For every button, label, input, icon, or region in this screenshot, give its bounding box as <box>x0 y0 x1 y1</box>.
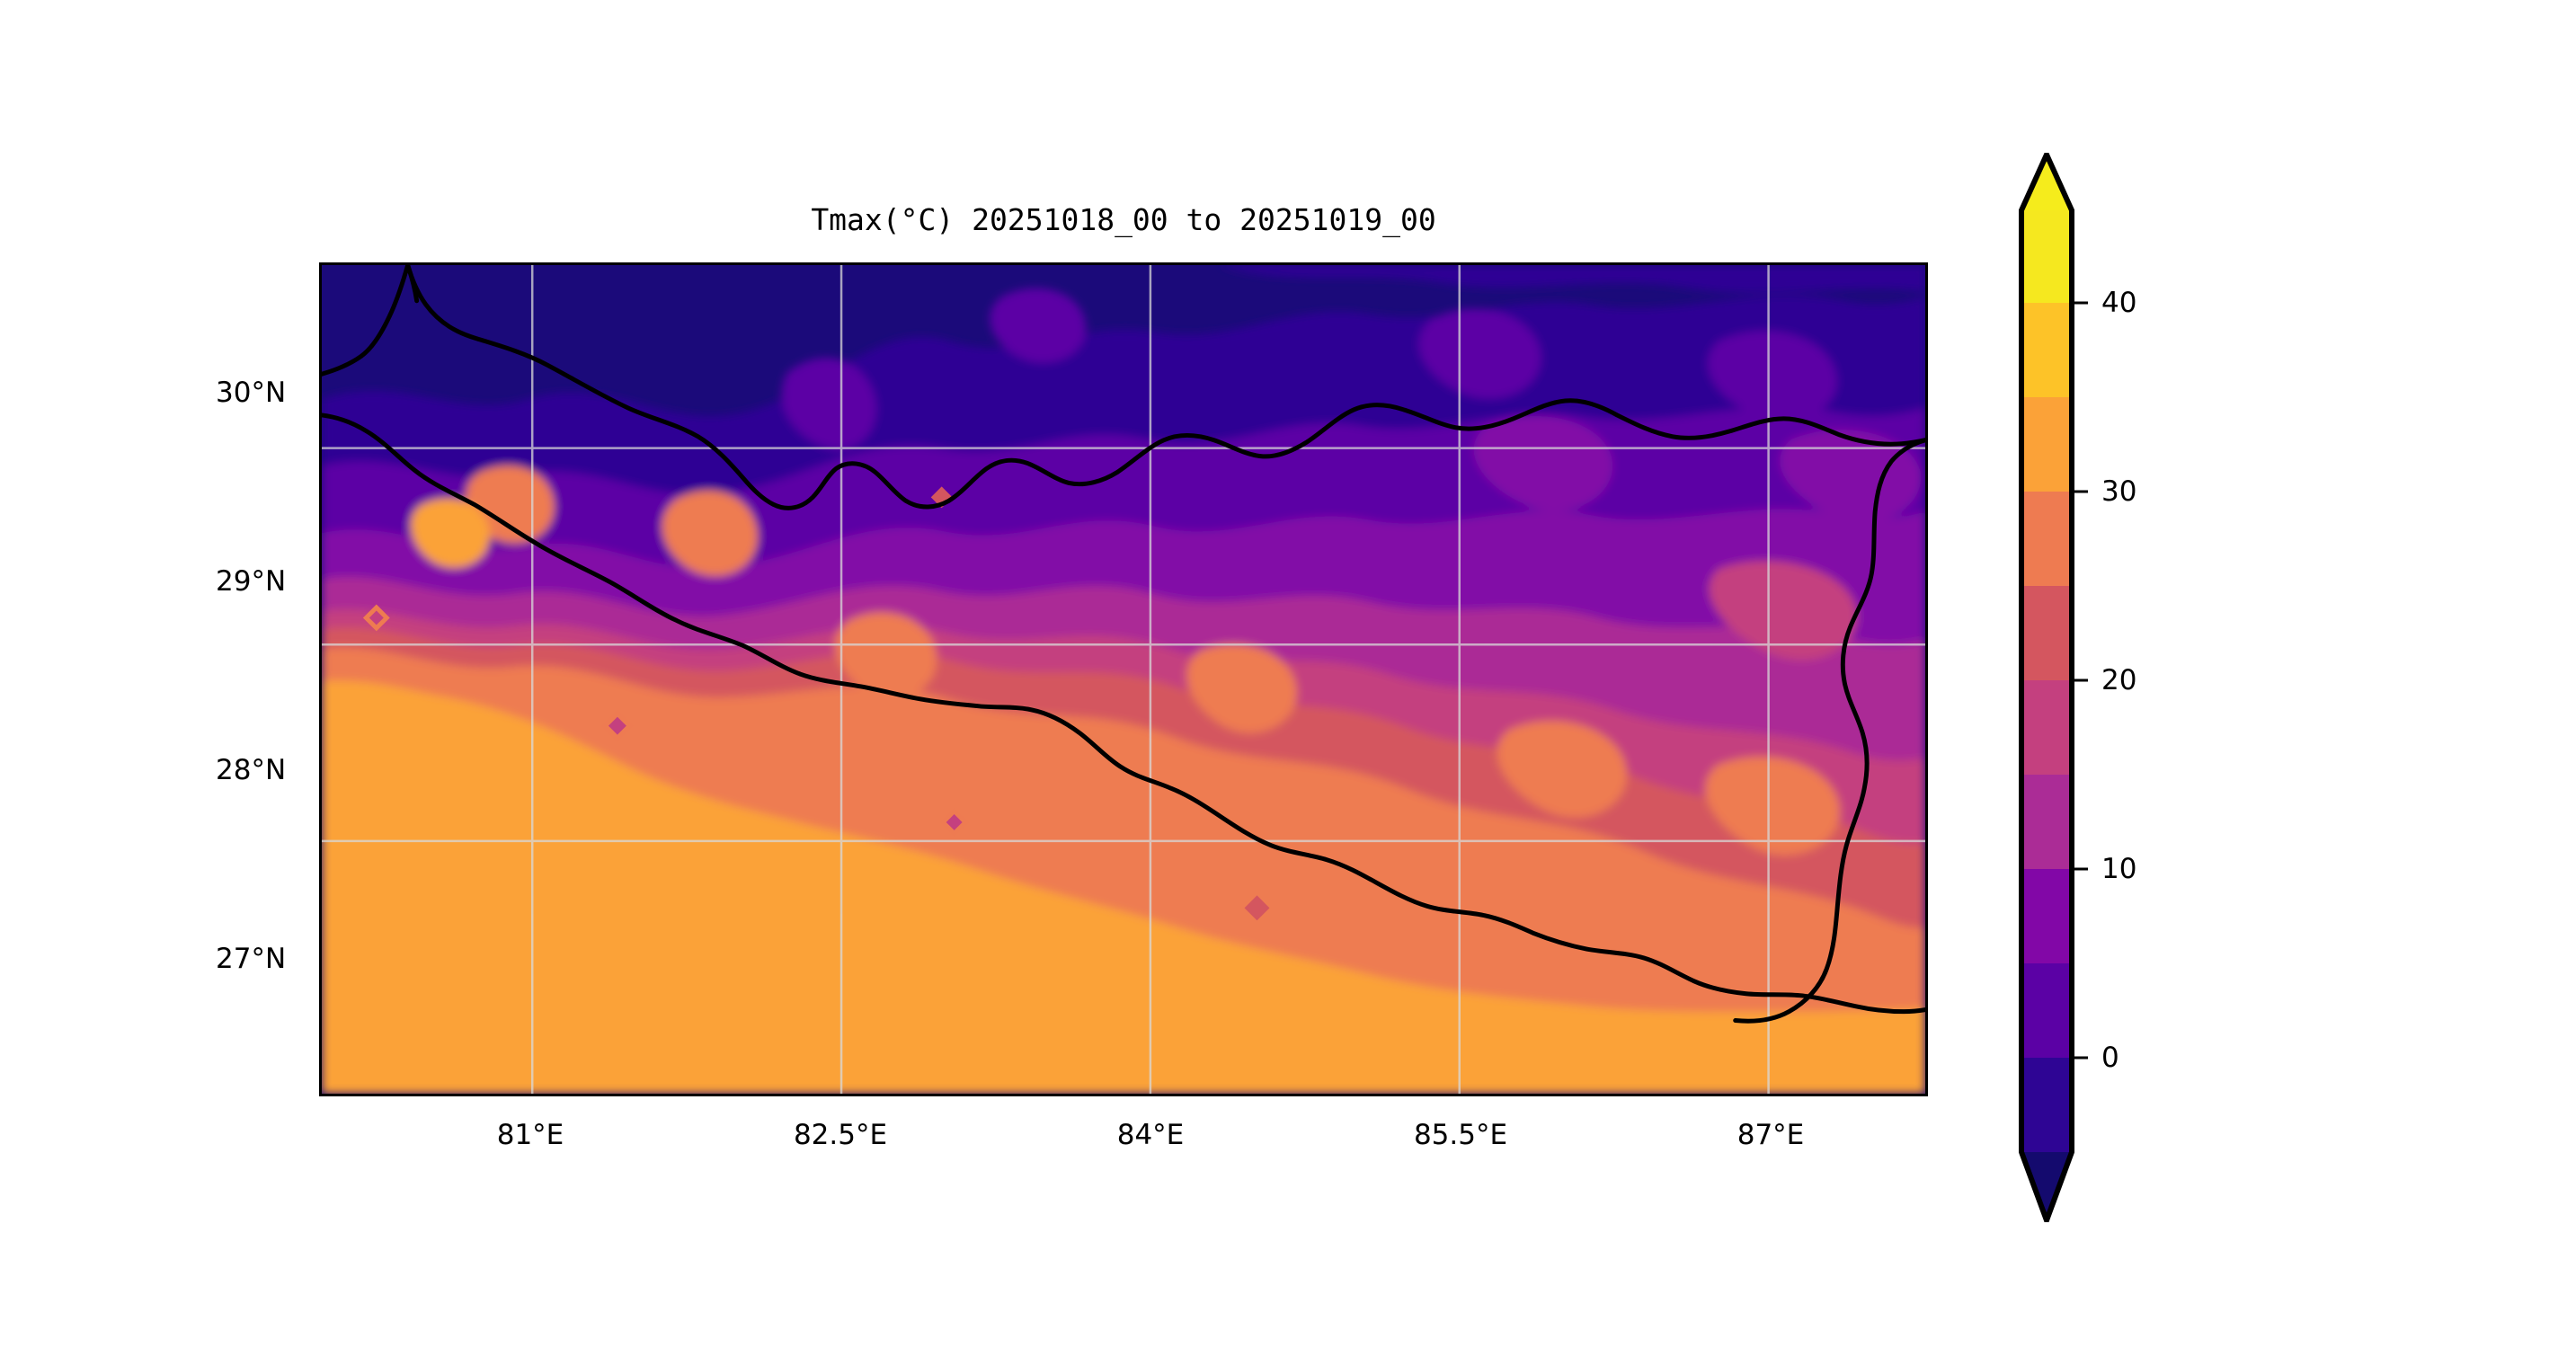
contour-patch-pink-ne <box>1709 561 1857 661</box>
contour-finger-north-1 <box>781 358 876 450</box>
contour-tongue-salmon-5 <box>1705 756 1841 856</box>
colorbar-gradient <box>2019 153 2074 1222</box>
cool-spot-marker <box>1244 895 1270 921</box>
contour-lobe-mag-1 <box>1473 415 1613 511</box>
cool-spot-markers <box>362 486 1270 921</box>
contour-pocket-orange-1 <box>411 498 490 568</box>
contour-band-0-5-b <box>1217 265 1925 294</box>
contour-band-35-40 <box>322 680 1925 1094</box>
xtick-label-81e: 81°E <box>496 1119 564 1151</box>
contour-tongue-salmon-4 <box>1497 721 1627 818</box>
cb-tickmark-0 <box>2073 1056 2088 1060</box>
map-plot-area <box>319 262 1928 1096</box>
xtick-label-87e: 87°E <box>1737 1119 1805 1151</box>
colorbar-arrow-bottom <box>2021 1152 2072 1220</box>
colorbar <box>2019 153 2074 1222</box>
temperature-contour-map <box>322 265 1925 1094</box>
colorbar-outline <box>2019 153 2074 1222</box>
cb-band-10-15 <box>2021 775 2072 869</box>
cb-tick-label-10: 10 <box>2101 853 2137 885</box>
contour-bands <box>322 265 1925 1094</box>
cb-tickmark-40 <box>2073 301 2088 305</box>
cb-tick-label-40: 40 <box>2101 287 2137 319</box>
contour-tongue-salmon-2 <box>835 612 937 699</box>
cb-band-minus5-0 <box>2021 1058 2072 1152</box>
cb-band-5-10 <box>2021 869 2072 963</box>
cb-band-30-35 <box>2021 397 2072 492</box>
title-line-1: Tmax(°C) 20251018_00 to 20251019_00 <box>811 202 1436 237</box>
contour-tongue-salmon-3 <box>1186 643 1297 733</box>
cb-band-40-45 <box>2021 210 2072 303</box>
map-gridlines <box>322 265 1925 1094</box>
ytick-label-30n: 30°N <box>216 377 287 409</box>
cb-tick-label-30: 30 <box>2101 475 2137 508</box>
nepal-border-line <box>322 265 1925 1024</box>
cb-tick-label-0: 0 <box>2101 1042 2119 1074</box>
contour-lobe-mag-2 <box>1780 429 1922 523</box>
cb-tickmark-30 <box>2073 490 2088 493</box>
contour-tongue-salmon-1 <box>662 490 758 576</box>
xtick-label-84e: 84°E <box>1116 1119 1185 1151</box>
cb-band-15-20 <box>2021 680 2072 775</box>
colorbar-arrow-top <box>2021 155 2072 210</box>
cool-spot-marker <box>600 709 634 742</box>
ytick-label-28n: 28°N <box>216 754 287 786</box>
xtick-label-82-5e: 82.5°E <box>793 1119 888 1151</box>
ytick-label-27n: 27°N <box>216 943 287 975</box>
cb-tickmark-20 <box>2073 678 2088 682</box>
contour-finger-north-4 <box>990 288 1087 363</box>
cb-tickmark-10 <box>2073 867 2088 871</box>
xtick-label-85-5e: 85.5°E <box>1413 1119 1508 1151</box>
cb-band-20-25 <box>2021 586 2072 680</box>
cb-band-25-30 <box>2021 492 2072 586</box>
cb-band-35-40 <box>2021 303 2072 397</box>
ytick-label-29n: 29°N <box>216 565 287 598</box>
colorbar-bands <box>2021 210 2072 1152</box>
cool-spot-marker <box>362 604 390 632</box>
contour-finger-north-2 <box>1418 308 1541 399</box>
cb-tick-label-20: 20 <box>2101 664 2137 696</box>
cb-band-0-5 <box>2021 963 2072 1058</box>
contour-finger-north-3 <box>1708 331 1837 421</box>
